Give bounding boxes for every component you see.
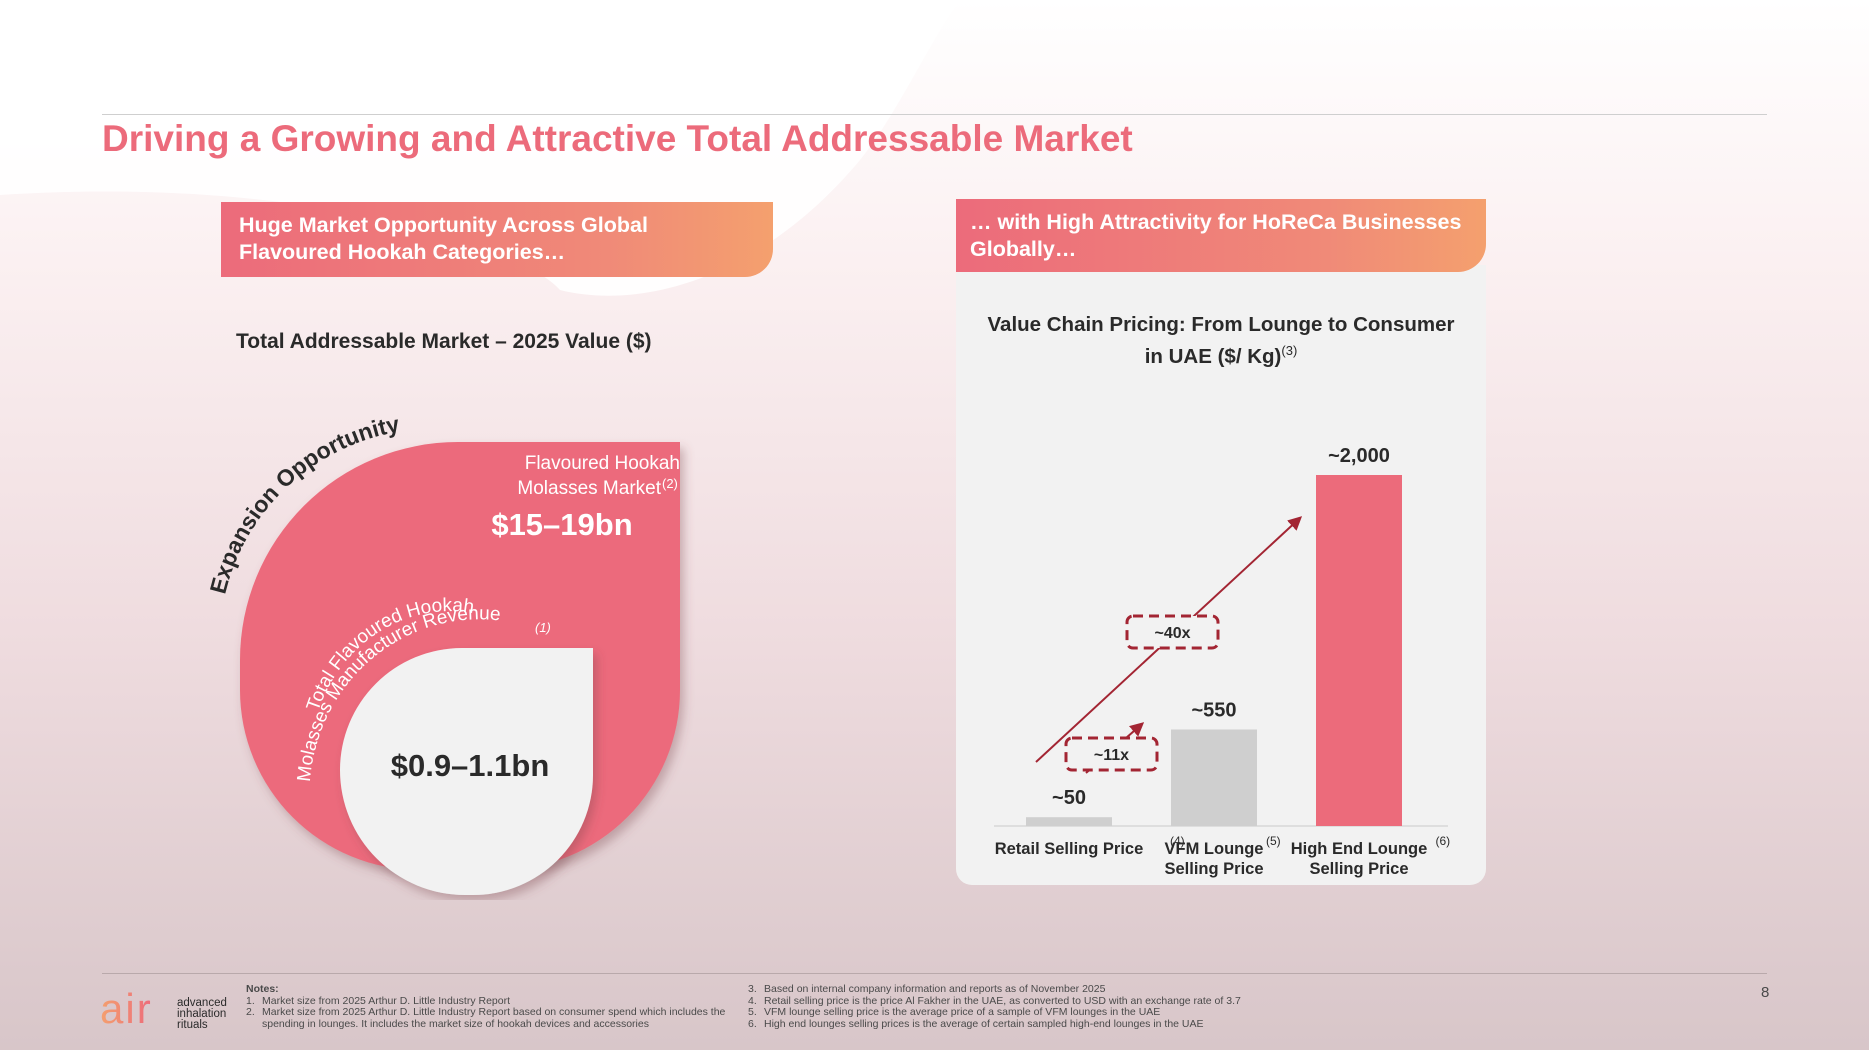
multiplier-box-1 xyxy=(1125,614,1220,650)
value-chain-chart: ~50 Retail Selling Price (4) ~550 VFM Lounge… xyxy=(994,445,1451,878)
chart-title-line2: in UAE ($/ Kg) xyxy=(1144,344,1282,368)
tam-subtitle: Total Addressable Market – 2025 Value ($… xyxy=(236,330,652,353)
note-item: 4. Retail selling price is the price Al F… xyxy=(748,994,1241,1007)
page-title: Driving a Growing and Attractive Total A… xyxy=(102,118,1133,159)
notes-heading: Notes: xyxy=(246,983,279,995)
note-item: 3. Based on internal company information … xyxy=(748,983,1106,995)
outer-value: $15–19bn xyxy=(491,507,632,542)
air-logo: air advanced inhalation rituals xyxy=(100,985,227,1032)
bar-value-label-2: ~2,000 xyxy=(1328,445,1390,467)
category-note-2: (6) xyxy=(1436,834,1451,848)
tam-graphic: Expansion Opportunity Flavoured Hookah M… xyxy=(205,411,680,895)
notes-rule xyxy=(102,973,1767,974)
logo-line1: advanced xyxy=(177,997,227,1009)
logo-line3: rituals xyxy=(177,1019,208,1031)
category-label-1-1: Selling Price xyxy=(1164,860,1263,878)
chart-title: Value Chain Pricing: From Lounge to Cons… xyxy=(966,312,1476,370)
bar-2 xyxy=(1316,475,1402,826)
notes-left: Notes: 1. Market size from 2025 Arthur D.… xyxy=(246,983,736,1030)
outer-label-line1: Flavoured Hookah xyxy=(525,453,680,474)
category-note-1: (5) xyxy=(1266,834,1281,848)
multiplier-label-1: ~40x xyxy=(1154,625,1190,642)
multiplier-box-0 xyxy=(1064,736,1159,772)
multiplier-label-0: ~11x xyxy=(1094,747,1129,764)
left-banner-line1: Huge Market Opportunity Across Global xyxy=(239,213,648,237)
category-label-2-0: High End Lounge xyxy=(1291,840,1428,858)
chart-title-line1: Value Chain Pricing: From Lounge to Cons… xyxy=(987,313,1455,336)
category-note-0: (4) xyxy=(1170,834,1185,848)
tam-inner-shape xyxy=(340,648,593,895)
category-label-2-1: Selling Price xyxy=(1309,860,1408,878)
outer-label-note: (2) xyxy=(662,476,678,491)
right-banner-line1: … with High Attractivity for HoReCa Busi… xyxy=(970,210,1462,234)
logo-mark: air xyxy=(100,985,153,1032)
inner-value: $0.9–1.1bn xyxy=(391,748,550,783)
left-banner-line2: Flavoured Hookah Categories… xyxy=(239,240,566,264)
top-rule xyxy=(102,114,1767,115)
right-banner-line2: Globally… xyxy=(970,237,1077,261)
page-number: 8 xyxy=(1761,984,1770,1001)
note-item: 2. Market size from 2025 Arthur D. Little… xyxy=(246,1006,726,1030)
note-item: 1. Market size from 2025 Arthur D. Little… xyxy=(246,994,511,1007)
bar-value-label-1: ~550 xyxy=(1191,699,1236,721)
notes-right: 3. Based on internal company information … xyxy=(748,983,1308,1030)
category-label-1-0: VFM Lounge xyxy=(1165,840,1264,858)
inner-label-note: (1) xyxy=(535,620,551,635)
bar-value-label-0: ~50 xyxy=(1052,787,1086,809)
note-item: 5. VFM lounge selling price is the averag… xyxy=(748,1006,1161,1018)
category-label-0-0: Retail Selling Price xyxy=(995,840,1144,858)
logo-line2: inhalation xyxy=(177,1008,226,1020)
note-item: 6. High end lounges selling prices is the… xyxy=(748,1017,1204,1030)
right-banner: … with High Attractivity for HoReCa Busi… xyxy=(956,199,1486,272)
outer-label-line2: Molasses Market xyxy=(517,478,661,499)
chart-title-note: (3) xyxy=(1281,343,1298,358)
left-banner: Huge Market Opportunity Across Global Fl… xyxy=(221,202,773,277)
bar-1 xyxy=(1171,729,1257,826)
bar-0 xyxy=(1026,817,1112,826)
